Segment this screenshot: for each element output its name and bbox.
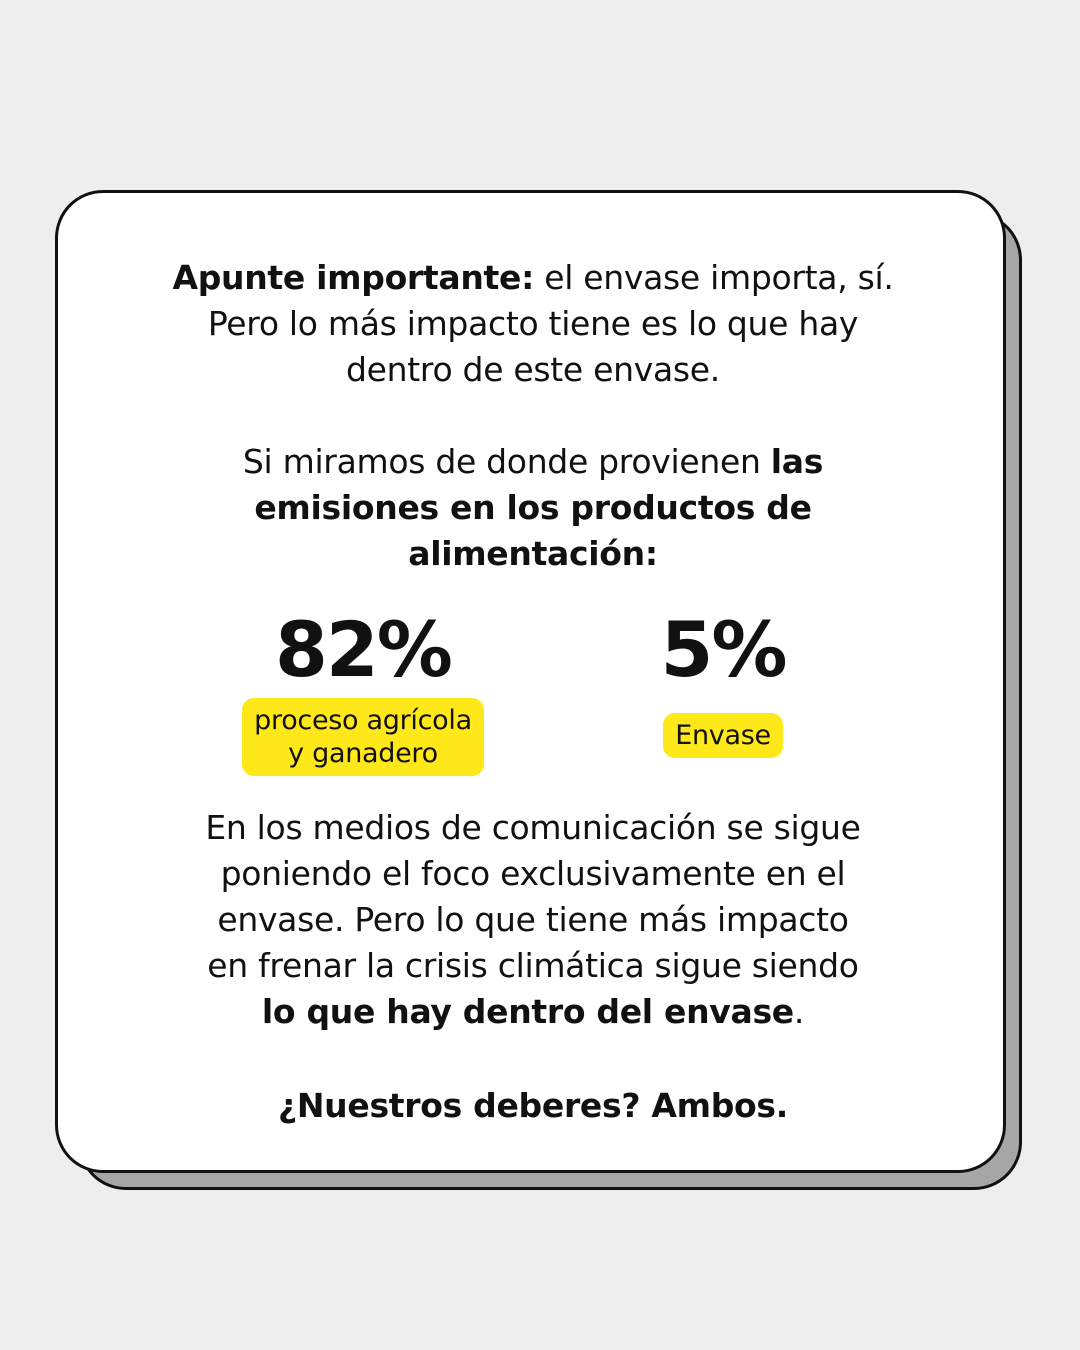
media-end: .: [793, 992, 805, 1031]
intro-paragraph: Apunte importante: el envase importa, sí…: [128, 255, 938, 393]
stat-agriculture-label: proceso agrícola y ganadero: [242, 698, 484, 776]
emissions-bold-3: alimentación:: [408, 534, 658, 573]
media-line-2: poniendo el foco exclusivamente en el: [220, 854, 846, 893]
stat-agriculture: 82% proceso agrícola y ganadero: [218, 605, 508, 776]
stat-agriculture-value: 82%: [275, 605, 453, 694]
media-line-3: envase. Pero lo que tiene más impacto: [217, 900, 849, 939]
stat-packaging: 5% Envase: [603, 605, 843, 758]
intro-bold: Apunte importante:: [172, 258, 535, 297]
emissions-bold-1: las: [770, 442, 824, 481]
stat-agriculture-label-line-1: proceso agrícola: [254, 705, 472, 736]
closing-bold: ¿Nuestros deberes? Ambos.: [278, 1086, 788, 1125]
info-card: Apunte importante: el envase importa, sí…: [55, 190, 1006, 1173]
closing-line: ¿Nuestros deberes? Ambos.: [128, 1083, 938, 1129]
stat-packaging-label: Envase: [663, 713, 783, 758]
stat-agriculture-label-line-2: y ganadero: [288, 738, 438, 769]
intro-line-2: Pero lo más impacto tiene es lo que hay: [207, 304, 859, 343]
media-line-4: en frenar la crisis climática sigue sien…: [207, 946, 859, 985]
intro-line-3: dentro de este envase.: [346, 350, 720, 389]
intro-text: el envase importa, sí.: [534, 258, 894, 297]
emissions-text: Si miramos de donde provienen: [242, 442, 771, 481]
emissions-paragraph: Si miramos de donde provienen las emisio…: [128, 439, 938, 577]
media-line-1: En los medios de comunicación se sigue: [205, 808, 861, 847]
media-paragraph: En los medios de comunicación se sigue p…: [128, 805, 938, 1035]
media-bold: lo que hay dentro del envase: [261, 992, 794, 1031]
stat-packaging-value: 5%: [660, 605, 787, 694]
emissions-bold-2: emisiones en los productos de: [254, 488, 812, 527]
